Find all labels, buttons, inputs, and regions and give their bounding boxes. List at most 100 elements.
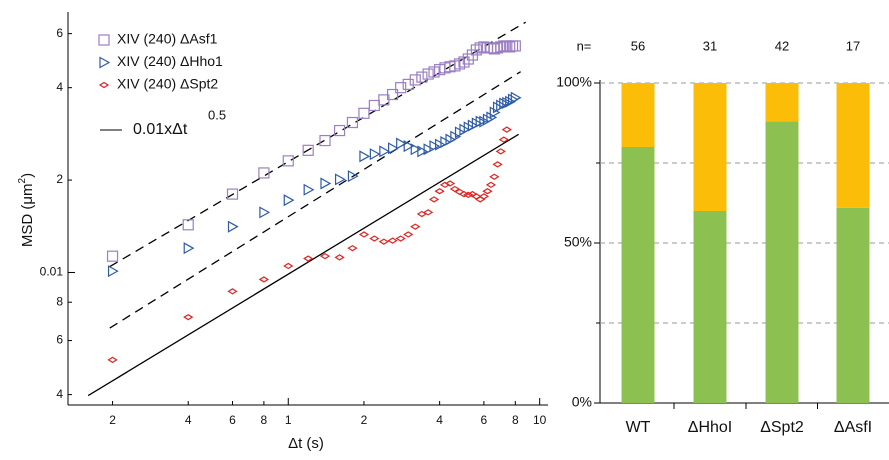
diamond-marker: [107, 356, 118, 364]
square-marker: [495, 41, 507, 53]
reference-line: [109, 21, 527, 268]
n-value: 42: [775, 38, 789, 53]
diamond-marker: [449, 185, 461, 193]
x-tick-label: 6: [481, 413, 488, 427]
y-title-sup: 2: [17, 177, 28, 183]
y-tick-label: 6: [56, 26, 63, 40]
y-axis-title: MSD (μm2): [17, 173, 36, 247]
triangle-marker: [489, 106, 501, 119]
x-tick-label: 2: [361, 413, 368, 427]
square-marker: [462, 53, 474, 65]
bar-segment: [836, 83, 870, 208]
legend-marker: [99, 56, 111, 69]
triangle-marker: [334, 173, 346, 186]
square-marker: [428, 66, 440, 78]
diamond-marker: [403, 231, 414, 238]
square-marker: [182, 219, 194, 231]
y-tick-label: 0%: [572, 394, 592, 410]
square-marker: [226, 188, 239, 200]
triangle-marker: [259, 206, 271, 219]
diamond-marker: [422, 209, 434, 216]
triangle-marker: [510, 91, 522, 104]
diamond-marker: [334, 254, 345, 261]
diamond-marker: [492, 161, 503, 168]
n-label: n=: [577, 38, 592, 53]
triangle-marker: [403, 140, 415, 153]
diamond-marker: [358, 231, 370, 238]
square-marker: [395, 82, 407, 94]
diamond-marker: [183, 313, 194, 321]
square-marker: [346, 116, 359, 129]
y-tick-label: 100%: [556, 74, 592, 90]
diamond-marker: [501, 126, 512, 133]
triangle-marker: [475, 115, 487, 128]
x-tick-label: 4: [436, 413, 443, 427]
diamond-marker: [485, 181, 497, 189]
square-marker: [470, 44, 482, 56]
reference-line: [109, 71, 521, 329]
triangle-marker: [387, 142, 399, 155]
diamond-marker: [303, 255, 314, 262]
square-marker: [409, 74, 421, 86]
legend-label: XIV (240) ΔAsf1: [117, 31, 218, 47]
diamond-marker: [463, 191, 474, 199]
triangle-marker: [423, 143, 435, 156]
y-tick-label: 6: [56, 333, 63, 347]
x-tick-label: 10: [533, 413, 547, 427]
n-value: 31: [703, 38, 717, 53]
diamond-marker: [227, 288, 238, 295]
triangle-marker: [369, 148, 381, 161]
square-marker: [458, 56, 470, 68]
diamond-marker: [347, 244, 358, 252]
x-axis-title: Δt (s): [288, 435, 324, 452]
y-tick-label: 0.01: [40, 265, 64, 279]
n-value: 17: [846, 38, 860, 53]
square-marker: [258, 167, 270, 179]
triangle-marker: [283, 194, 295, 207]
reference-line: [87, 133, 520, 397]
square-marker: [368, 99, 380, 112]
diamond-marker: [395, 235, 406, 242]
triangle-marker: [303, 183, 315, 196]
diamond-marker: [378, 238, 389, 245]
bar-segment: [765, 83, 799, 122]
x-tick-label: 8: [261, 413, 268, 427]
diamond-marker: [387, 237, 398, 244]
diamond-marker: [498, 136, 509, 143]
square-marker: [491, 42, 504, 54]
legend-marker: [98, 81, 110, 89]
diamond-marker: [434, 187, 445, 195]
triangle-marker: [435, 138, 446, 151]
triangle-marker: [429, 140, 441, 153]
legend-marker: [98, 34, 110, 46]
bar-segment: [836, 207, 870, 403]
x-tick-label: 1: [285, 413, 292, 427]
square-marker: [319, 134, 331, 147]
square-marker: [358, 107, 370, 119]
triangle-marker: [227, 220, 239, 233]
category-label: ΔHhoI: [688, 419, 732, 436]
diamond-marker: [478, 193, 490, 200]
y-tick-label: 50%: [564, 234, 592, 250]
diamond-marker: [489, 173, 500, 180]
bar-segment: [765, 121, 799, 404]
triangle-marker: [486, 111, 498, 124]
triangle-marker: [107, 265, 119, 278]
n-value: 56: [631, 38, 645, 53]
bar-segment: [621, 147, 655, 403]
bar-segment: [693, 83, 727, 211]
diamond-marker: [283, 262, 294, 270]
square-marker: [106, 250, 119, 262]
square-marker: [504, 41, 516, 53]
diamond-marker: [475, 196, 486, 203]
x-tick-label: 4: [185, 413, 192, 427]
square-marker: [474, 42, 486, 54]
triangle-marker: [320, 177, 332, 190]
diamond-marker: [444, 180, 456, 187]
triangle-marker: [379, 145, 391, 158]
triangle-marker: [347, 170, 359, 183]
y-title-end: ): [19, 173, 36, 178]
square-marker: [302, 144, 314, 156]
square-marker: [333, 124, 346, 137]
triangle-marker: [359, 150, 371, 163]
